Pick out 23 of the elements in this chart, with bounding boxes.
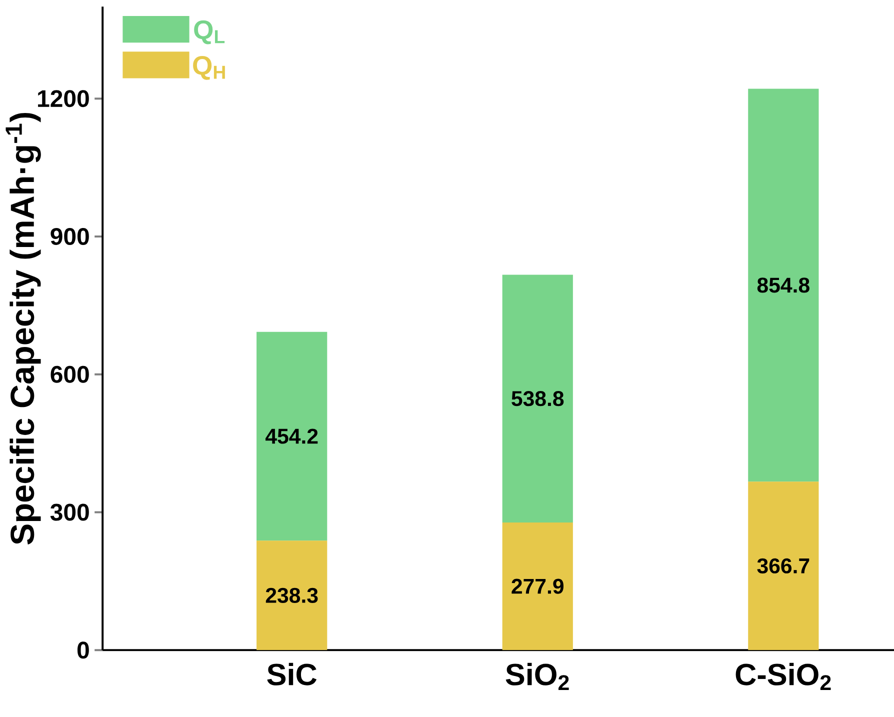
data-label: 538.8 (512, 391, 564, 406)
legend-label: Q$_{L}$ (194, 20, 225, 44)
legend-label: Q$_{H}$ (193, 56, 225, 80)
y-tick-label: 900 (50, 228, 89, 246)
y-axis-title: Specific Capecity (mAh·g$^{-1}$) (6, 113, 41, 545)
bar (502, 522, 573, 650)
data-label: 277.9 (512, 578, 564, 594)
data-label: 454.2 (265, 428, 318, 444)
y-tick-label: 300 (50, 504, 89, 521)
x-tick-label: C-SiO$_{2}$ (736, 662, 831, 690)
y-tick-label: 600 (50, 366, 89, 383)
y-tick-label: 1200 (38, 90, 89, 108)
bar (748, 88, 819, 482)
data-label: 238.3 (266, 588, 318, 604)
y-tick-label: 0 (77, 642, 89, 659)
data-label: 854.8 (757, 278, 810, 293)
bar (256, 332, 328, 541)
x-tick-label: SiC (267, 662, 317, 686)
data-label: 366.7 (757, 558, 810, 574)
bar (748, 482, 819, 650)
bar (502, 274, 573, 523)
x-tick-label: SiO$_{2}$ (506, 662, 569, 690)
bar (256, 540, 328, 650)
